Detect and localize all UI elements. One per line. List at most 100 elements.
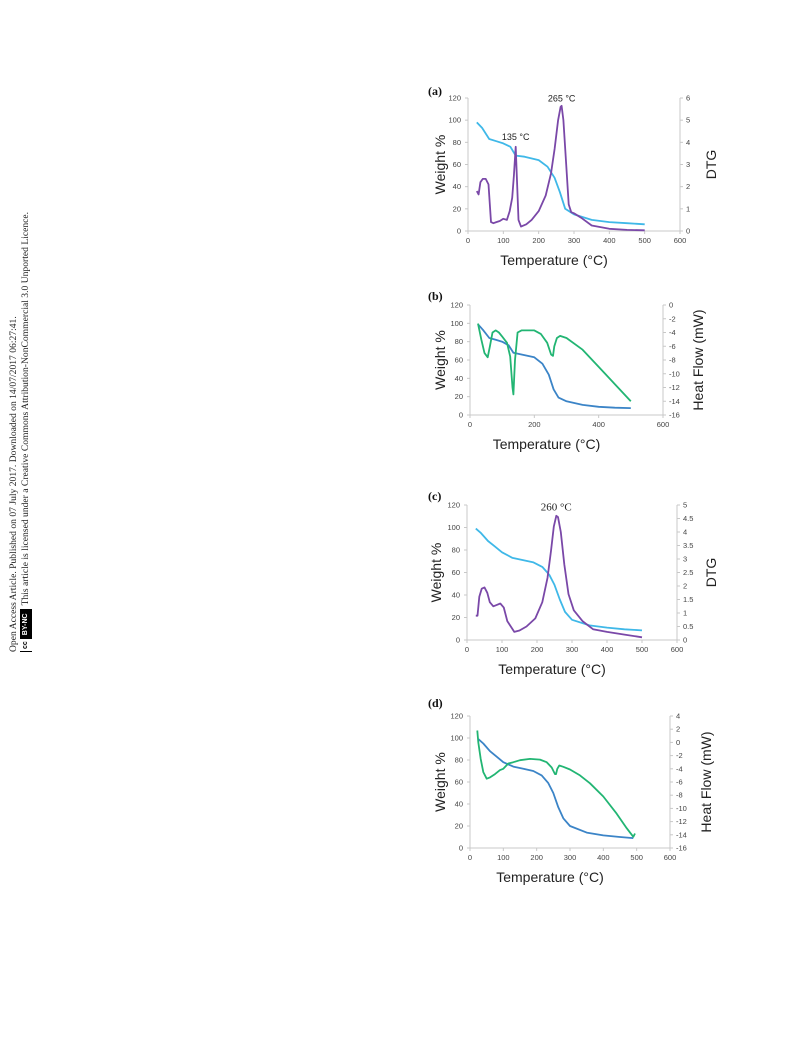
y-right-tick-label: -16 [669,411,680,420]
y-left-tick-label: 0 [459,411,463,420]
y-right-tick-label: -6 [669,342,676,351]
y-left-tick-label: 0 [457,227,461,236]
y-left-tick-label: 120 [450,712,463,721]
y-left-tick-label: 60 [452,568,460,577]
y-left-tick-label: 60 [453,160,461,169]
x-tick-label: 100 [497,853,510,862]
x-tick-label: 500 [638,236,651,245]
x-tick-label: 0 [468,420,472,429]
series-line-dtg [476,104,645,232]
x-tick-label: 0 [466,236,470,245]
y-right-tick-label: -12 [676,817,687,826]
y-right-tick-label: 1 [683,609,687,618]
x-tick-label: 600 [674,236,687,245]
y-left-tick-label: 40 [455,800,463,809]
chart-panel-1: (b) 0 200 400 600 0 20 40 60 80 100 120 -16 -14 -12 -10… [428,289,706,452]
y-left-tick-label: 80 [455,756,463,765]
panel-label: (b) [428,289,443,303]
y-left-tick-label: 80 [453,138,461,147]
y-right-tick-label: 3 [686,160,690,169]
y-left-tick-label: 60 [455,778,463,787]
series-line-weight [477,738,634,839]
y-left-tick-label: 20 [452,613,460,622]
x-tick-label: 600 [664,853,677,862]
y-right-tick-label: -10 [676,804,687,813]
x-axis-title: Temperature (°C) [493,436,601,452]
y-left-tick-label: 120 [447,501,460,510]
y-right-axis-title: DTG [703,150,719,180]
y-left-tick-label: 80 [455,337,463,346]
x-tick-label: 300 [564,853,577,862]
x-axis-title: Temperature (°C) [496,869,604,885]
x-tick-label: 400 [603,236,616,245]
y-left-tick-label: 0 [459,844,463,853]
y-left-axis-title: Weight % [432,135,448,195]
x-tick-label: 500 [636,645,649,654]
y-right-tick-label: 0 [676,738,680,747]
y-right-tick-label: -4 [676,764,683,773]
y-right-tick-label: 5 [683,501,687,510]
y-right-axis-title: DTG [703,558,719,588]
y-left-tick-label: 120 [448,94,461,103]
x-tick-label: 300 [566,645,579,654]
y-left-tick-label: 40 [453,182,461,191]
y-right-tick-label: 0 [683,636,687,645]
y-right-tick-label: 4 [683,528,687,537]
y-left-tick-label: 80 [452,546,460,555]
x-tick-label: 0 [465,645,469,654]
x-tick-label: 300 [568,236,581,245]
y-right-tick-label: -2 [676,751,683,760]
y-left-axis-title: Weight % [428,543,444,603]
y-right-tick-label: 2 [683,582,687,591]
y-left-tick-label: 40 [455,374,463,383]
x-axis-title: Temperature (°C) [500,252,608,268]
y-right-tick-label: -12 [669,383,680,392]
y-left-tick-label: 40 [452,591,460,600]
x-tick-label: 200 [531,645,544,654]
y-right-tick-label: -8 [676,791,683,800]
y-right-tick-label: -8 [669,356,676,365]
y-right-tick-label: 4 [686,138,690,147]
y-left-tick-label: 20 [455,392,463,401]
y-right-tick-label: 2 [676,725,680,734]
series-line-weight [476,121,645,226]
panel-label: (c) [428,489,441,503]
x-tick-label: 200 [532,236,545,245]
y-right-tick-label: 4.5 [683,514,693,523]
chart-panel-3: (d)0 100 200 300 400 500 600020406080100120-16… [428,696,714,885]
x-tick-label: 200 [528,420,541,429]
y-right-tick-label: -16 [676,844,687,853]
series-line-heat-flow [476,730,636,838]
x-tick-label: 400 [597,853,610,862]
series-line-heat-flow [477,323,632,402]
y-right-tick-label: 4 [676,712,680,721]
y-left-tick-label: 120 [450,301,463,310]
x-tick-label: 600 [657,420,670,429]
y-right-tick-label: 3 [683,555,687,564]
y-right-tick-label: 1 [686,204,690,213]
y-right-axis-title: Heat Flow (mW) [698,731,714,832]
y-right-tick-label: 2 [686,182,690,191]
x-tick-label: 200 [530,853,543,862]
y-right-tick-label: 2.5 [683,568,693,577]
panel-label: (a) [428,84,442,98]
y-left-tick-label: 20 [453,204,461,213]
y-right-tick-label: -6 [676,778,683,787]
x-tick-label: 0 [468,853,472,862]
y-left-tick-label: 20 [455,822,463,831]
y-right-axis-title: Heat Flow (mW) [690,309,706,410]
y-right-tick-label: -14 [676,830,687,839]
y-left-axis-title: Weight % [432,330,448,390]
x-tick-label: 400 [592,420,605,429]
y-right-tick-label: 1.5 [683,595,693,604]
peak-annotation: 265 °C [548,93,576,103]
y-right-tick-label: -10 [669,369,680,378]
y-right-tick-label: -2 [669,314,676,323]
chart-panel-0: (a)0 100 200 300 400 500 600020406080100120012… [428,84,719,268]
series-line-dtg [475,514,643,639]
y-right-tick-label: -4 [669,328,676,337]
x-tick-label: 100 [496,645,509,654]
y-left-tick-label: 100 [448,116,461,125]
peak-annotation: 260 °C [541,501,572,513]
